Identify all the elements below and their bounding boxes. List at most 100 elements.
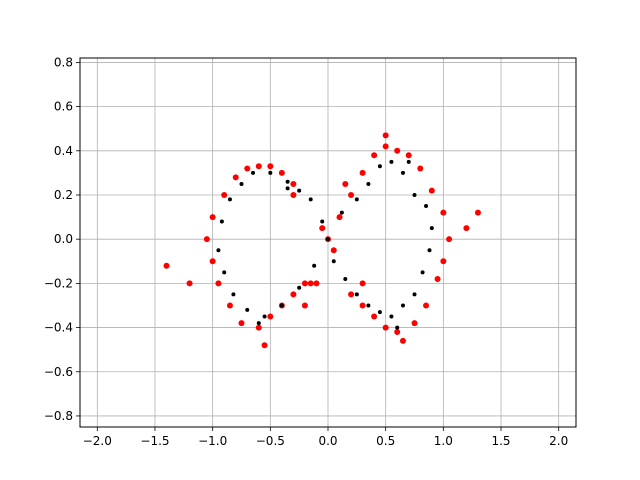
red-data-point <box>440 209 447 216</box>
red-data-point <box>428 187 435 194</box>
black-data-point <box>412 292 417 297</box>
red-data-point <box>359 280 366 287</box>
black-data-point <box>331 259 336 264</box>
y-tick-label: 0.0 <box>54 232 73 246</box>
x-tick-label: 2.0 <box>549 434 568 448</box>
red-data-point <box>215 280 222 287</box>
red-data-point <box>203 236 210 243</box>
black-data-point <box>339 210 344 215</box>
black-data-point <box>354 197 359 202</box>
grid-lines <box>80 58 576 427</box>
y-tick-label: 0.6 <box>54 100 73 114</box>
black-data-point <box>308 197 313 202</box>
red-data-point <box>399 337 406 344</box>
x-tick-label: −2.0 <box>83 434 112 448</box>
black-data-point <box>377 310 382 315</box>
red-data-point <box>382 324 389 331</box>
black-data-point <box>262 314 267 319</box>
red-data-point <box>359 169 366 176</box>
red-data-point <box>186 280 193 287</box>
black-data-point <box>389 314 394 319</box>
red-data-point <box>342 180 349 187</box>
red-data-point <box>278 169 285 176</box>
x-tick-label: 0.0 <box>318 434 337 448</box>
x-tick-label: −0.5 <box>256 434 285 448</box>
red-data-point <box>301 280 308 287</box>
black-data-point <box>354 292 359 297</box>
red-data-point <box>359 302 366 309</box>
red-data-point <box>474 209 481 216</box>
black-data-point <box>216 248 221 253</box>
black-data-point <box>366 303 371 308</box>
red-data-point <box>313 280 320 287</box>
red-data-point <box>330 247 337 254</box>
red-data-point <box>382 132 389 139</box>
black-data-point <box>343 276 348 281</box>
y-tick-label: −0.4 <box>44 321 73 335</box>
black-data-point <box>279 303 284 308</box>
black-data-point <box>231 292 236 297</box>
black-data-point <box>285 186 290 191</box>
black-data-point <box>429 226 434 231</box>
red-data-point <box>319 225 326 232</box>
red-data-point <box>209 214 216 221</box>
black-data-point <box>389 159 394 164</box>
red-data-point <box>348 191 355 198</box>
black-data-point <box>245 307 250 312</box>
red-data-point <box>290 180 297 187</box>
red-data-point <box>417 165 424 172</box>
black-data-point <box>222 270 227 275</box>
x-tick-label: 0.5 <box>376 434 395 448</box>
black-data-point <box>297 285 302 290</box>
red-data-point <box>371 152 378 159</box>
red-data-point <box>261 342 268 349</box>
black-data-point <box>268 170 273 175</box>
data-points <box>163 132 481 349</box>
red-data-point <box>423 302 430 309</box>
red-data-point <box>290 191 297 198</box>
red-data-point <box>244 165 251 172</box>
red-data-point <box>394 147 401 154</box>
red-data-point <box>290 291 297 298</box>
black-data-point <box>219 219 224 224</box>
black-data-point <box>366 181 371 186</box>
black-data-point <box>395 325 400 330</box>
red-data-point <box>405 152 412 159</box>
black-data-point <box>312 263 317 268</box>
red-data-point <box>226 302 233 309</box>
x-tick-label: −1.0 <box>198 434 227 448</box>
red-data-point <box>209 258 216 265</box>
red-data-point <box>394 328 401 335</box>
red-data-point <box>221 191 228 198</box>
black-data-point <box>400 303 405 308</box>
black-data-point <box>406 159 411 164</box>
red-data-point <box>232 174 239 181</box>
red-data-point <box>267 313 274 320</box>
red-data-point <box>255 163 262 170</box>
y-tick-label: −0.8 <box>44 409 73 423</box>
red-data-point <box>463 225 470 232</box>
red-data-point <box>348 291 355 298</box>
y-tick-label: 0.4 <box>54 144 73 158</box>
black-data-point <box>400 170 405 175</box>
black-data-point <box>251 170 256 175</box>
x-tick-label: 1.5 <box>491 434 510 448</box>
black-data-point <box>424 204 429 209</box>
black-data-point <box>297 188 302 193</box>
red-data-point <box>301 302 308 309</box>
red-data-point <box>267 163 274 170</box>
black-data-point <box>320 219 325 224</box>
black-data-point <box>427 248 432 253</box>
red-data-point <box>446 236 453 243</box>
red-data-point <box>336 214 343 221</box>
red-data-point <box>163 262 170 269</box>
black-data-point <box>326 237 330 242</box>
red-data-point <box>434 275 441 282</box>
red-data-point <box>440 258 447 265</box>
x-axis-ticks: −2.0 −1.5 −1.0 −0.5 0.0 0.5 1.0 1.5 2.0 <box>83 427 568 448</box>
y-tick-label: −0.2 <box>44 276 73 290</box>
y-tick-label: 0.8 <box>54 55 73 69</box>
black-data-point <box>420 270 425 275</box>
y-tick-label: 0.2 <box>54 188 73 202</box>
